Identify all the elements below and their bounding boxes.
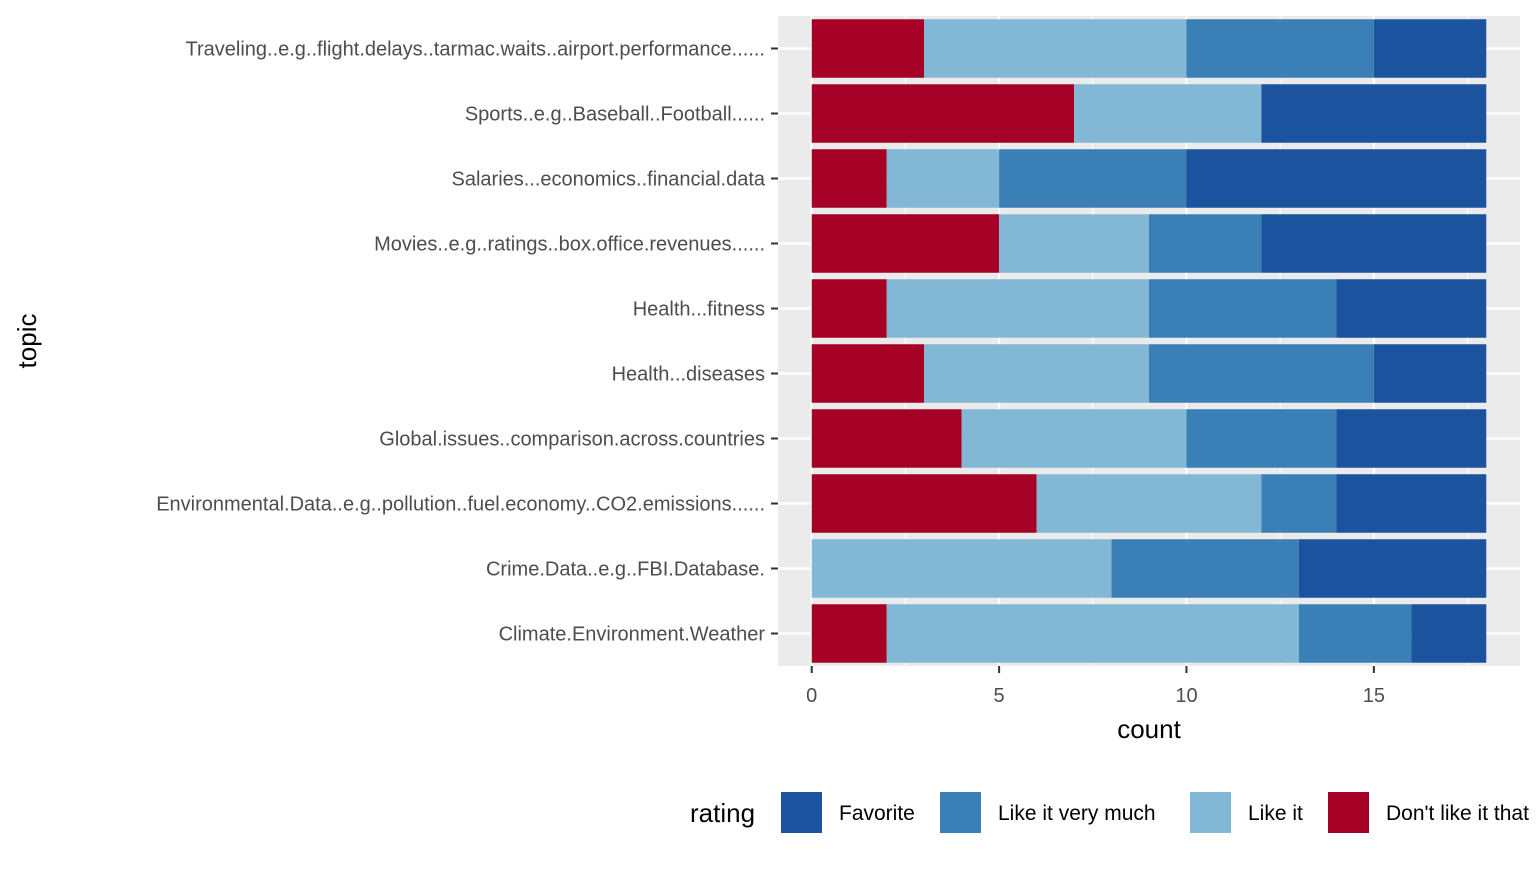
y-tick-label: Sports..e.g..Baseball..Football......: [465, 104, 765, 126]
bar-segment: [999, 149, 1187, 208]
y-tick-label: Movies..e.g..ratings..box.office.revenue…: [374, 234, 765, 256]
bar-segment: [1298, 604, 1412, 663]
y-tick-label: Crime.Data..e.g..FBI.Database.: [486, 559, 765, 581]
bar-segment: [1261, 214, 1487, 273]
bar-segment: [999, 214, 1149, 273]
legend-key: [1328, 792, 1369, 833]
legend-label: Don't like it that much: [1386, 802, 1536, 825]
legend-key: [1190, 792, 1231, 833]
bar-segment: [811, 19, 925, 78]
y-tick-label: Environmental.Data..e.g..pollution..fuel…: [156, 494, 765, 516]
y-tick-label: Health...diseases: [612, 364, 765, 386]
bar-segment: [811, 214, 1000, 273]
bar-segment: [924, 344, 1149, 403]
bar-segment: [1186, 19, 1374, 78]
bar-segment: [1111, 539, 1299, 598]
bar-segment: [886, 279, 1149, 338]
bar-segment: [1336, 409, 1487, 468]
bar-segment: [886, 149, 1000, 208]
x-tick-label: 10: [1175, 685, 1197, 707]
y-tick-label: Salaries...economics..financial.data: [452, 169, 766, 191]
bar-segment: [1186, 409, 1337, 468]
bar-segment: [1261, 84, 1487, 143]
bar-segment: [1074, 84, 1262, 143]
bar-segment: [811, 149, 887, 208]
bar-segment: [1186, 149, 1487, 208]
y-axis-title: topic: [12, 314, 42, 369]
legend-label: Like it: [1248, 802, 1303, 825]
bar-segment: [1149, 214, 1262, 273]
bar-segment: [811, 344, 925, 403]
bar-segment: [1411, 604, 1487, 663]
x-tick-label: 15: [1363, 685, 1385, 707]
legend-label: Like it very much: [998, 802, 1156, 825]
bar-segment: [811, 604, 887, 663]
bar-segment: [811, 84, 1075, 143]
bar-segment: [886, 604, 1299, 663]
bar-segment: [1036, 474, 1262, 533]
bar-segment: [811, 409, 962, 468]
bar-segment: [1149, 279, 1337, 338]
y-tick-label: Climate.Environment.Weather: [499, 624, 766, 646]
bar-segment: [1373, 344, 1487, 403]
legend-key: [781, 792, 822, 833]
y-tick-label: Health...fitness: [633, 299, 765, 321]
bar-segment: [1298, 539, 1487, 598]
bar-segment: [924, 19, 1187, 78]
legend-title: rating: [690, 798, 755, 828]
x-axis-title: count: [1117, 714, 1181, 744]
x-tick-label: 5: [994, 685, 1005, 707]
y-tick-label: Global.issues..comparison.across.countri…: [379, 429, 765, 451]
legend-key: [940, 792, 981, 833]
bar-segment: [1336, 279, 1487, 338]
bar-segment: [811, 279, 887, 338]
bar-segment: [811, 539, 1112, 598]
bar-segment: [961, 409, 1187, 468]
bar-segment: [1149, 344, 1374, 403]
x-tick-label: 0: [806, 685, 817, 707]
y-tick-label: Traveling..e.g..flight.delays..tarmac.wa…: [186, 39, 766, 61]
bar-segment: [1261, 474, 1337, 533]
bar-segment: [1336, 474, 1487, 533]
legend-label: Favorite: [839, 802, 915, 825]
bar-segment: [811, 474, 1037, 533]
bar-segment: [1373, 19, 1487, 78]
